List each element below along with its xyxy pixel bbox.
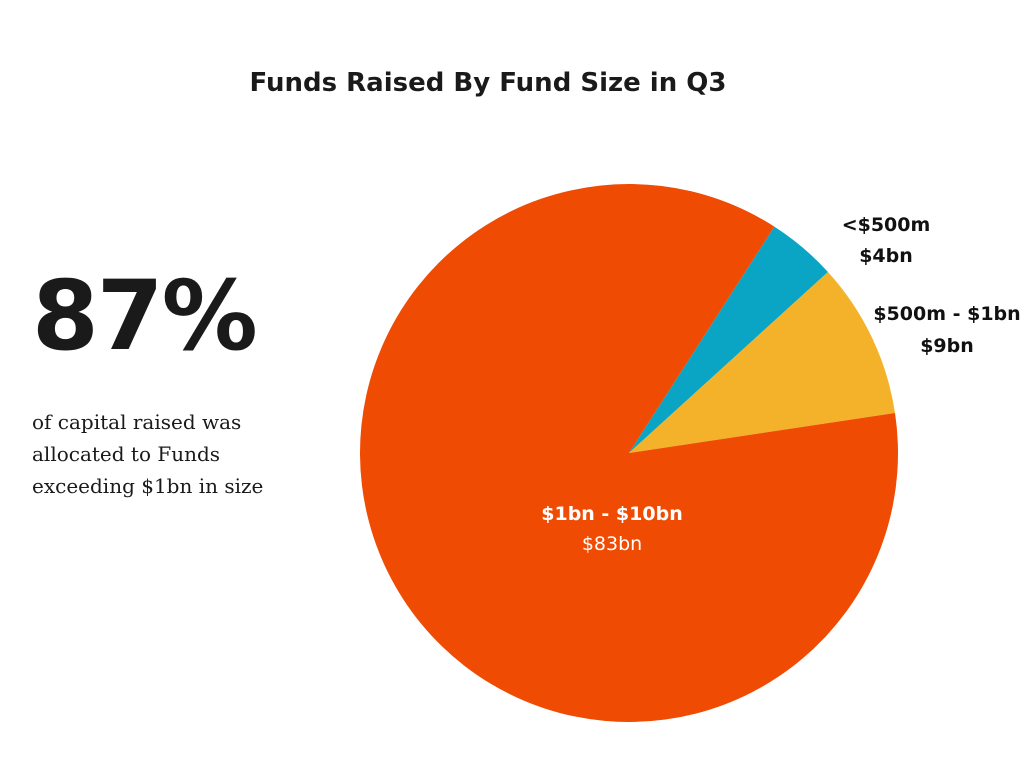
- chart-title: Funds Raised By Fund Size in Q3: [249, 68, 727, 98]
- pie-slice: [629, 271, 896, 453]
- slice-value-label: $9bn: [920, 335, 974, 357]
- pie-slice: [360, 184, 899, 722]
- headline-stat: 87%: [32, 260, 258, 372]
- slice-value-label: $83bn: [582, 533, 642, 555]
- slice-label: $1bn - $10bn: [541, 503, 682, 525]
- headline-caption: of capital raised was allocated to Funds…: [32, 410, 264, 498]
- pie-slice: [629, 226, 828, 453]
- slice-label: $500m - $1bn: [873, 303, 1020, 325]
- slice-label: <$500m: [842, 214, 931, 236]
- slice-value-label: $4bn: [859, 245, 913, 267]
